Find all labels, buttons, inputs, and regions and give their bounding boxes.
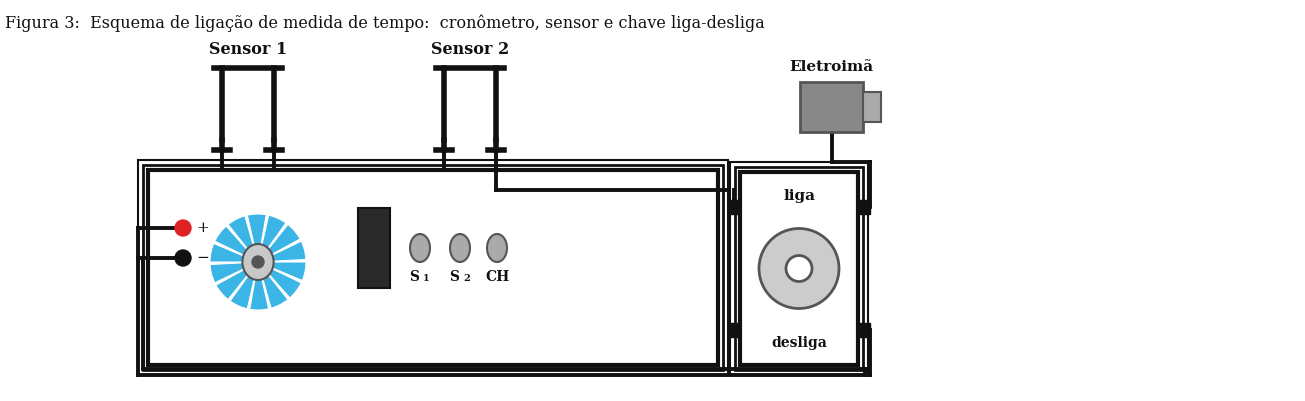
- Wedge shape: [258, 262, 288, 308]
- Wedge shape: [258, 241, 305, 262]
- Ellipse shape: [450, 234, 470, 262]
- Text: desliga: desliga: [771, 336, 827, 350]
- Bar: [800, 82, 863, 132]
- Wedge shape: [249, 262, 269, 310]
- Bar: [728, 323, 740, 337]
- Circle shape: [175, 220, 191, 236]
- Text: S: S: [449, 270, 459, 284]
- Wedge shape: [230, 262, 258, 309]
- Text: Eletroimã: Eletroimã: [790, 60, 873, 74]
- Wedge shape: [210, 243, 258, 262]
- Text: liga: liga: [783, 189, 816, 203]
- Ellipse shape: [487, 234, 508, 262]
- Wedge shape: [228, 216, 258, 262]
- Text: Figura 3:  Esquema de ligação de medida de tempo:  cronômetro, sensor e chave li: Figura 3: Esquema de ligação de medida d…: [5, 14, 765, 32]
- Circle shape: [252, 256, 264, 268]
- Circle shape: [760, 229, 839, 308]
- Wedge shape: [210, 262, 258, 283]
- Text: 1: 1: [423, 274, 429, 283]
- Circle shape: [175, 250, 191, 266]
- Wedge shape: [215, 226, 258, 262]
- Ellipse shape: [243, 244, 274, 280]
- Bar: [857, 323, 870, 337]
- Text: −: −: [196, 251, 209, 265]
- Text: Sensor 1: Sensor 1: [209, 41, 287, 58]
- Wedge shape: [258, 215, 286, 262]
- Wedge shape: [258, 262, 305, 281]
- Bar: [728, 200, 740, 214]
- Wedge shape: [215, 262, 258, 300]
- Text: +: +: [196, 221, 209, 235]
- Bar: [857, 200, 870, 214]
- Text: CH: CH: [485, 270, 509, 284]
- Bar: [358, 208, 390, 288]
- Wedge shape: [258, 262, 301, 298]
- Text: 2: 2: [463, 274, 470, 283]
- Wedge shape: [248, 214, 266, 262]
- Text: S: S: [408, 270, 419, 284]
- Wedge shape: [258, 225, 300, 262]
- Bar: [863, 92, 881, 122]
- Text: Sensor 2: Sensor 2: [431, 41, 509, 58]
- Ellipse shape: [410, 234, 431, 262]
- Circle shape: [786, 255, 812, 282]
